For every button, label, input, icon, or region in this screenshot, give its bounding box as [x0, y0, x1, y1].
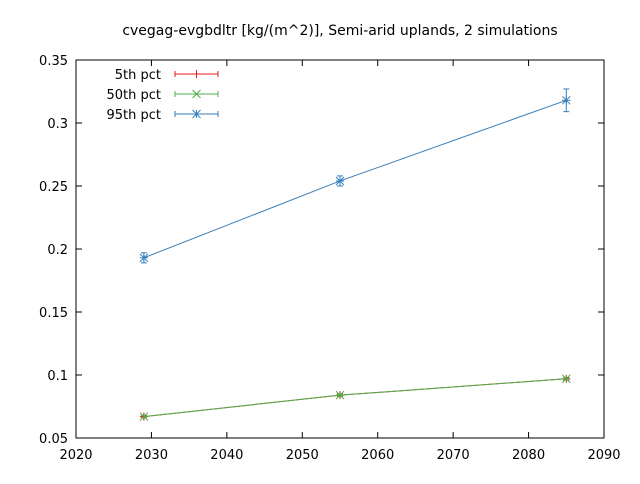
y-tick-label: 0.05 [39, 432, 68, 447]
chart-title: cvegag-evgbdltr [kg/(m^2)], Semi-arid up… [122, 23, 557, 39]
data-point [335, 176, 345, 186]
x-tick-label: 2090 [587, 448, 620, 463]
x-tick-label: 2070 [437, 448, 470, 463]
y-tick-label: 0.15 [39, 306, 68, 321]
y-tick-label: 0.1 [47, 369, 68, 384]
y-tick-label: 0.25 [39, 180, 68, 195]
x-tick-label: 2060 [361, 448, 394, 463]
legend-marker [192, 109, 201, 119]
plot-area: 2020 2030 2040 2050 2060 2070 2080 2090 0.05 0.1 0… [39, 54, 621, 463]
x-tick-label: 2040 [210, 448, 243, 463]
legend: 5th pct 50th pct 95th pct [106, 68, 219, 123]
y-tick-label: 0.35 [39, 54, 68, 69]
legend-label: 95th pct [106, 108, 161, 123]
x-tick-label: 2030 [135, 448, 168, 463]
series-line-3 [143, 99, 567, 259]
legend-marker [192, 70, 201, 78]
data-point [335, 390, 345, 400]
x-tick-label: 2020 [59, 448, 92, 463]
y-tick-label: 0.2 [47, 243, 68, 258]
x-tick-label: 2080 [512, 448, 545, 463]
x-tick-label: 2050 [286, 448, 319, 463]
data-point [561, 95, 571, 105]
series-line-2 [143, 378, 567, 418]
series-line-1 [143, 378, 567, 418]
data-point [139, 253, 149, 263]
data-point [561, 374, 571, 384]
y-tick-label: 0.3 [47, 117, 68, 132]
legend-marker [192, 89, 201, 99]
legend-label: 50th pct [106, 88, 161, 103]
legend-label: 5th pct [115, 68, 161, 83]
data-point [139, 412, 149, 421]
